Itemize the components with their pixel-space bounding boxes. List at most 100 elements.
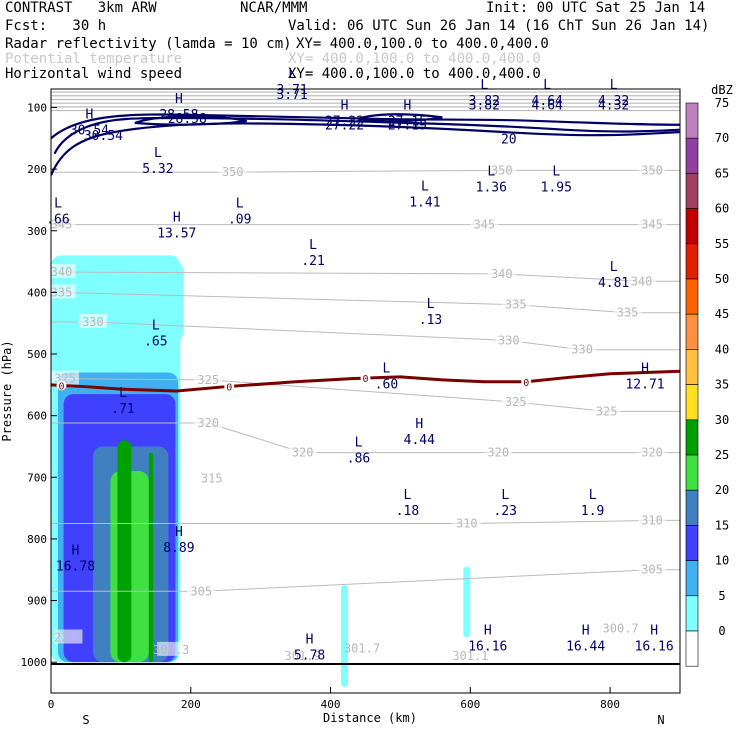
colorbar-label-0: 0 bbox=[718, 624, 725, 638]
theta-label-13: 330 bbox=[498, 333, 520, 347]
colorbar-label-25: 25 bbox=[715, 448, 729, 462]
wind-label-2: 27.22 bbox=[325, 119, 364, 134]
extremum-value-12: .09 bbox=[228, 212, 251, 227]
colorbar-swatch-15 bbox=[685, 525, 699, 561]
extremum-H-marker-14: H bbox=[173, 211, 181, 226]
theta-label-bg-14 bbox=[568, 341, 597, 356]
theta-label-28: 22.7 bbox=[54, 631, 83, 645]
colorbar-swatch-60 bbox=[685, 208, 699, 245]
theta-label-bg-7 bbox=[487, 265, 516, 280]
extremum-H-marker-27: H bbox=[175, 525, 183, 540]
theta-label-bg-20 bbox=[288, 444, 317, 459]
theta-label-bg-18 bbox=[592, 403, 621, 418]
colorbar-swatch-75 bbox=[685, 102, 699, 139]
colorbar-swatch-35 bbox=[685, 384, 699, 421]
extremum-value-25: .23 bbox=[494, 504, 517, 519]
y-tick-label-5: 600 bbox=[27, 410, 47, 423]
field-wind-label: Horizontal wind speed bbox=[5, 66, 183, 82]
field-theta-xy: XY= 400.0,100.0 to 400.0,400.0 bbox=[288, 51, 541, 67]
theta-label-bg-1 bbox=[487, 162, 516, 177]
colorbar-swatch-20 bbox=[685, 489, 699, 526]
colorbar-swatch-40 bbox=[685, 349, 699, 385]
colorbar-swatch-55 bbox=[685, 243, 699, 280]
north-label: N bbox=[657, 713, 664, 727]
extremum-H-marker-31: H bbox=[582, 623, 590, 638]
colorbar-label-10: 10 bbox=[715, 554, 729, 568]
reflectivity-band-8 bbox=[117, 440, 132, 663]
colorbar-swatch-45 bbox=[685, 313, 699, 350]
extremum-value-1: 28.58 bbox=[159, 108, 198, 123]
colorbar-label-75: 75 bbox=[715, 96, 729, 110]
theta-label-22: 320 bbox=[641, 446, 663, 460]
freezing-label-bg-0 bbox=[56, 380, 67, 391]
x-tick-label-2: 400 bbox=[321, 698, 341, 711]
theta-label-26: 305 bbox=[190, 584, 212, 598]
theta-label-3: 345 bbox=[51, 218, 73, 232]
plot-frame bbox=[50, 88, 681, 694]
extremum-value-20: 12.71 bbox=[625, 378, 664, 393]
theta-label-bg-19 bbox=[194, 415, 223, 430]
theta-label-bg-9 bbox=[51, 284, 76, 299]
theta-label-bg-29 bbox=[157, 641, 186, 656]
colorbar-label-40: 40 bbox=[715, 342, 729, 356]
extremum-L-marker-5: L bbox=[480, 78, 488, 93]
extremum-value-4: 27.15 bbox=[388, 114, 427, 129]
theta-label-8: 340 bbox=[631, 274, 653, 288]
extremum-H-marker-20: H bbox=[641, 362, 649, 377]
y-tick-label-8: 900 bbox=[27, 595, 47, 608]
extremum-L-marker-24: L bbox=[404, 488, 412, 503]
colorbar-label-20: 20 bbox=[715, 483, 729, 497]
theta-label-9: 335 bbox=[51, 285, 73, 299]
reflectivity-band-3 bbox=[463, 566, 471, 638]
wind-label-0: 30.54 bbox=[84, 129, 123, 144]
theta-label-0: 350 bbox=[222, 165, 244, 179]
theta-label-bg-8 bbox=[627, 273, 656, 288]
extremum-L-marker-10: L bbox=[552, 164, 560, 179]
extremum-value-28: 16.78 bbox=[56, 559, 95, 574]
theta-label-20: 320 bbox=[292, 446, 314, 460]
extremum-L-marker-9: L bbox=[487, 164, 495, 179]
wind-contour-4 bbox=[358, 113, 443, 123]
colorbar-swatch-50 bbox=[685, 278, 699, 315]
extremum-value-11: 1.41 bbox=[409, 196, 440, 211]
theta-label-bg-26 bbox=[187, 583, 216, 598]
colorbar-label-30: 30 bbox=[715, 413, 729, 427]
colorbar-swatch-30 bbox=[685, 419, 699, 456]
extremum-value-31: 16.44 bbox=[566, 639, 605, 654]
theta-label-27: 305 bbox=[641, 563, 663, 577]
theta-label-6: 340 bbox=[51, 265, 73, 279]
extremum-value-22: 4.44 bbox=[404, 433, 435, 448]
x-tick-label-3: 600 bbox=[460, 698, 480, 711]
colorbar-swatch-5 bbox=[685, 595, 699, 632]
y-tick-label-1: 200 bbox=[27, 163, 47, 176]
x-tick-label-4: 800 bbox=[600, 698, 620, 711]
y-axis-title: Pressure (hPa) bbox=[0, 340, 14, 441]
extremum-value-19: .60 bbox=[375, 378, 398, 393]
freezing-label-2: 0 bbox=[362, 374, 368, 385]
extremum-value-15: .21 bbox=[301, 254, 324, 269]
freezing-label-3: 0 bbox=[523, 378, 529, 389]
theta-label-23: 315 bbox=[201, 472, 223, 486]
colorbar-label-50: 50 bbox=[715, 272, 729, 286]
forecast-hour: Fcst: 30 h bbox=[5, 18, 107, 34]
theta-label-19: 320 bbox=[197, 416, 219, 430]
theta-label-bg-31 bbox=[348, 640, 377, 655]
reflectivity-layer bbox=[51, 255, 471, 687]
theta-label-bg-12 bbox=[78, 313, 107, 328]
extremum-L-marker-21: L bbox=[119, 386, 127, 401]
extremum-L-marker-13: L bbox=[54, 196, 62, 211]
freezing-level-line bbox=[51, 369, 680, 393]
extremum-value-23: .86 bbox=[347, 451, 370, 466]
x-tick-label-0: 0 bbox=[48, 698, 55, 711]
init-time: Init: 00 UTC Sat 25 Jan 14 bbox=[486, 0, 706, 16]
colorbar-swatch-65 bbox=[685, 173, 699, 209]
model-title: CONTRAST 3km ARW bbox=[5, 0, 157, 16]
theta-label-24: 310 bbox=[456, 517, 478, 531]
extremum-L-marker-18: L bbox=[152, 318, 160, 333]
reflectivity-band-2 bbox=[341, 585, 349, 687]
organization-label: NCAR/MMM bbox=[240, 0, 308, 16]
extremum-value-6: 4.64 bbox=[532, 94, 563, 109]
theta-label-12: 330 bbox=[82, 315, 104, 329]
extremum-L-marker-23: L bbox=[355, 435, 363, 450]
